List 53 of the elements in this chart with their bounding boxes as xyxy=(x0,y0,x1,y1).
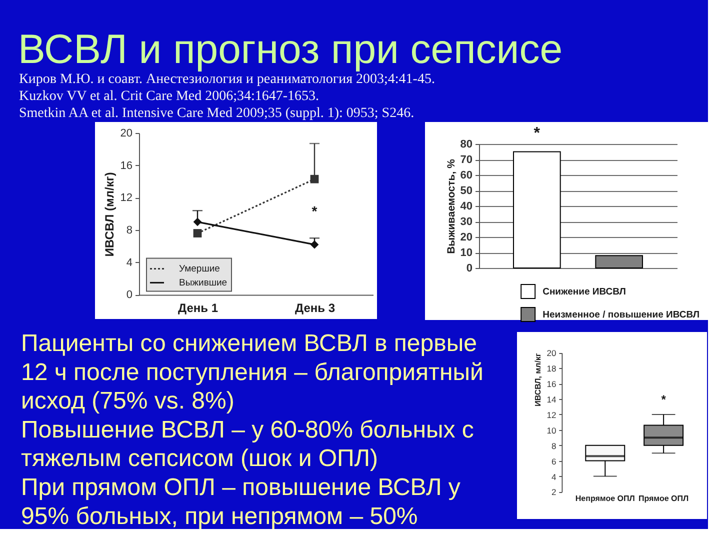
y-axis-title: Выживаемость, % xyxy=(445,158,458,254)
text: Киров М.Ю. и соавт. Анестезиология и реаниматология 2003;4:41-45. xyxy=(19,72,435,87)
legend-label: Выжившие xyxy=(179,278,228,289)
x-tick-label: Прямое ОПЛ xyxy=(638,494,690,504)
y-tick-label: 2 xyxy=(551,487,556,498)
y-tick-label: 8 xyxy=(126,224,132,237)
y-tick-label: 8 xyxy=(551,440,556,451)
y-tick-label: 20 xyxy=(546,348,556,358)
y-tick-label: 0 xyxy=(466,262,472,274)
y-axis-title: ИВСВЛ, мл/кг xyxy=(534,352,543,406)
y-tick-label: 20 xyxy=(120,128,132,140)
x-tick-label: День 3 xyxy=(294,301,336,316)
text: 95% больных, при непрямом – 50% xyxy=(21,502,418,530)
y-tick-label: 18 xyxy=(546,364,556,374)
text: Smetkin AA et al. Intensive Care Med 2009;35 (suppl. 1): 0953; S246. xyxy=(19,106,414,121)
legend-label: Неизменное / повышение ИВСВЛ xyxy=(542,310,700,320)
y-tick-label: 40 xyxy=(460,200,472,212)
text: исход (75% vs. 8%) xyxy=(21,388,234,415)
x-tick-label: День 1 xyxy=(178,301,218,316)
y-tick-label: 50 xyxy=(460,185,472,197)
y-tick-label: 20 xyxy=(460,232,472,244)
y-tick-label: 16 xyxy=(120,160,132,172)
y-tick-label: 4 xyxy=(551,472,556,482)
y-tick-label: 16 xyxy=(546,379,556,390)
point xyxy=(193,229,202,238)
annotation: * xyxy=(661,392,666,406)
text: тяжелым сепсисом (шок и ОПЛ) xyxy=(21,445,378,472)
point xyxy=(310,174,319,184)
y-tick-label: 12 xyxy=(120,192,132,204)
legend-label: Умершие xyxy=(179,264,220,275)
y-tick-label: 10 xyxy=(460,247,472,259)
legend-label: Снижение ИВСВЛ xyxy=(542,286,626,298)
text: * xyxy=(534,124,541,142)
y-tick-label: 10 xyxy=(546,425,556,436)
y-tick-label: 6 xyxy=(551,456,556,466)
y-tick-label: 30 xyxy=(460,216,472,228)
text: При прямом ОПЛ – повышение ВСВЛ у xyxy=(21,474,460,501)
text: Kuzkov VV et al. Crit Care Med 2006;34:1647-1653. xyxy=(19,89,320,104)
y-tick-label: 70 xyxy=(460,154,472,166)
text: ВСВЛ и прогноз при сепсисе xyxy=(18,26,563,72)
y-tick-label: 4 xyxy=(126,256,132,269)
x-tick-label: Непрямое ОПЛ xyxy=(575,494,636,504)
y-tick-label: 0 xyxy=(126,289,132,302)
text: Пациенты со снижением ВСВЛ в первые xyxy=(21,330,477,357)
text: 12 ч после поступления – благоприятный xyxy=(21,358,484,386)
annotation: * xyxy=(312,202,318,219)
y-tick-label: 14 xyxy=(546,394,556,405)
y-axis-title: ИВСВЛ (мл/кг) xyxy=(102,172,116,257)
text: Повышение ВСВЛ – у 60-80% больных с xyxy=(21,416,474,444)
y-tick-label: 80 xyxy=(460,138,472,150)
point xyxy=(193,218,202,226)
y-tick-label: 12 xyxy=(546,410,556,420)
y-tick-label: 60 xyxy=(460,170,472,182)
